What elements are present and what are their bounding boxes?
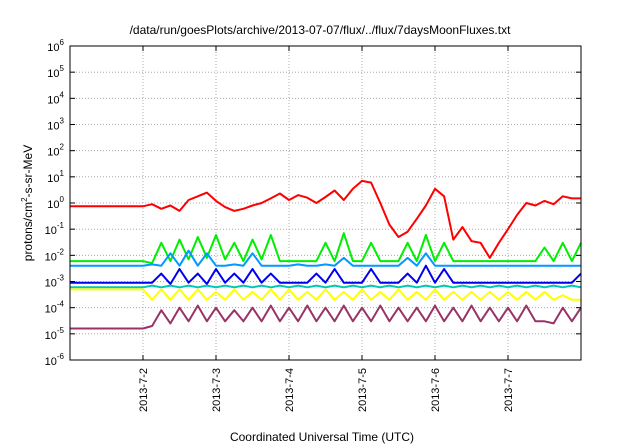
series-layer: [70, 179, 582, 330]
series-line-3: [70, 249, 581, 267]
x-axis-label: Coordinated Universal Time (UTC): [230, 430, 414, 444]
y-tick-label: 10-5: [45, 326, 65, 342]
y-tick-label: 10-4: [45, 300, 65, 316]
series-line-4: [70, 264, 582, 285]
y-tick-label: 10-6: [45, 352, 65, 368]
x-tick-label: 2013-7-4: [284, 368, 296, 412]
y-tick-label: 106: [47, 38, 64, 54]
y-axis: 10-6 10-5 10-4 10-3 10-2 10-1 100 101 102 103 104 1…: [45, 38, 581, 368]
x-tick-label: 2013-7-3: [211, 368, 223, 412]
y-tick-label: 10-2: [45, 247, 65, 263]
series-line-2: [70, 232, 582, 265]
y-tick-label: 100: [47, 195, 64, 211]
y-tick-label: 102: [47, 143, 64, 159]
x-tick-label: 2013-7-6: [430, 368, 442, 412]
x-tick-label: 2013-7-5: [357, 368, 369, 412]
y-tick-label: 10-1: [45, 221, 65, 237]
y-tick-label: 103: [47, 117, 64, 133]
x-tick-label: 2013-7-7: [503, 368, 515, 412]
x-tick-label: 2013-7-2: [138, 368, 150, 412]
y-tick-label: 10-3: [45, 274, 65, 290]
series-line-6: [70, 288, 581, 301]
series-line-1: [70, 179, 581, 259]
y-axis-label: protons/cm2-s-sr-MeV: [20, 145, 35, 261]
x-axis: 2013-7-2 2013-7-3 2013-7-4 2013-7-5 2013-7-6…: [138, 46, 515, 412]
y-tick-label: 105: [47, 64, 64, 80]
chart-title: /data/run/goesPlots/archive/2013-07-07/f…: [130, 23, 512, 37]
series-line-7: [70, 304, 582, 330]
y-tick-label: 104: [47, 90, 64, 106]
series-line-5: [70, 284, 582, 289]
y-tick-label: 101: [47, 169, 64, 185]
